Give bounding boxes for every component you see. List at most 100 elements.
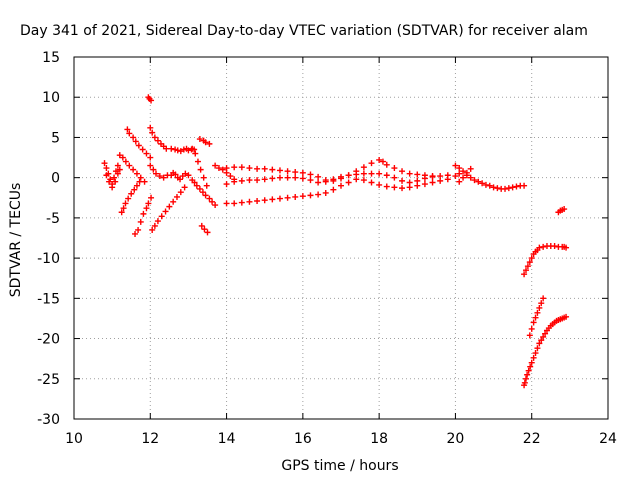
data-point <box>528 359 535 366</box>
data-point <box>191 179 198 186</box>
data-point <box>391 184 398 191</box>
data-point <box>345 172 352 179</box>
data-point <box>177 189 184 196</box>
data-point <box>444 176 451 183</box>
y-tick-label: -20 <box>37 332 60 348</box>
data-point <box>452 173 459 180</box>
data-point <box>376 170 383 177</box>
y-tick-label: -30 <box>37 412 60 428</box>
data-point <box>292 174 299 181</box>
data-point <box>231 164 238 171</box>
data-point <box>307 171 314 178</box>
data-point <box>238 199 245 206</box>
data-point <box>421 181 428 188</box>
data-point <box>172 171 179 178</box>
data-point <box>540 295 547 302</box>
data-point <box>505 185 512 192</box>
data-point <box>112 178 119 185</box>
data-point <box>174 147 181 154</box>
data-point <box>561 206 568 213</box>
data-point <box>538 300 545 307</box>
data-point <box>532 314 539 321</box>
data-point <box>540 333 547 340</box>
data-point <box>143 205 150 212</box>
data-point <box>542 330 549 337</box>
data-point <box>322 189 329 196</box>
data-point <box>338 182 344 189</box>
data-point <box>524 371 531 378</box>
y-tick-label: 10 <box>42 90 60 106</box>
data-point <box>119 154 126 161</box>
x-tick-label: 22 <box>523 431 541 447</box>
data-point <box>160 174 167 181</box>
data-point <box>307 177 314 184</box>
x-tick-label: 20 <box>447 431 465 447</box>
data-point <box>292 193 299 200</box>
data-point <box>536 244 543 251</box>
data-point <box>345 179 352 186</box>
data-point <box>406 170 413 177</box>
data-point <box>360 177 367 184</box>
data-point <box>526 259 533 266</box>
data-point <box>139 146 146 153</box>
data-point <box>209 198 216 205</box>
data-point <box>200 174 207 181</box>
data-point <box>509 184 516 191</box>
data-point <box>118 209 125 216</box>
data-point <box>198 222 205 229</box>
data-point <box>147 154 154 161</box>
data-point <box>353 176 360 183</box>
data-point <box>109 184 116 191</box>
x-tick-label: 16 <box>294 431 312 447</box>
data-point <box>482 181 489 188</box>
data-point <box>269 175 276 182</box>
data-point <box>254 197 261 204</box>
data-point <box>124 126 131 133</box>
x-tick-label: 14 <box>218 431 236 447</box>
data-point <box>156 173 163 180</box>
data-point <box>151 222 158 229</box>
data-point <box>528 255 535 262</box>
data-point <box>133 170 140 177</box>
data-point <box>429 179 436 186</box>
data-point <box>538 337 545 344</box>
data-point <box>246 165 253 172</box>
data-point <box>526 332 533 339</box>
data-point <box>467 174 474 181</box>
data-point <box>149 226 156 233</box>
data-point <box>460 174 467 181</box>
data-point <box>126 162 133 169</box>
data-point <box>173 193 180 200</box>
data-point <box>522 267 529 274</box>
data-point <box>130 134 137 141</box>
data-point <box>231 200 238 207</box>
data-point <box>148 194 155 201</box>
y-tick-label: 5 <box>51 130 60 146</box>
data-point <box>521 379 528 386</box>
data-point <box>246 177 253 184</box>
data-point <box>150 166 157 173</box>
data-point <box>206 195 213 202</box>
data-point <box>330 176 337 183</box>
data-point <box>101 160 108 167</box>
x-tick-label: 10 <box>65 431 83 447</box>
data-point <box>143 150 150 157</box>
data-point <box>153 170 160 177</box>
data-point <box>368 179 375 186</box>
x-tick-label: 12 <box>141 431 159 447</box>
data-point <box>315 191 322 198</box>
data-point <box>151 134 158 141</box>
data-point <box>534 309 541 316</box>
data-point <box>376 156 383 163</box>
data-point <box>525 367 532 374</box>
data-point <box>203 182 210 189</box>
data-point <box>452 162 459 169</box>
data-point <box>429 173 436 180</box>
data-point <box>315 173 322 180</box>
data-point <box>284 194 291 201</box>
data-point <box>292 169 299 176</box>
data-point <box>103 172 110 179</box>
data-point <box>437 177 444 184</box>
